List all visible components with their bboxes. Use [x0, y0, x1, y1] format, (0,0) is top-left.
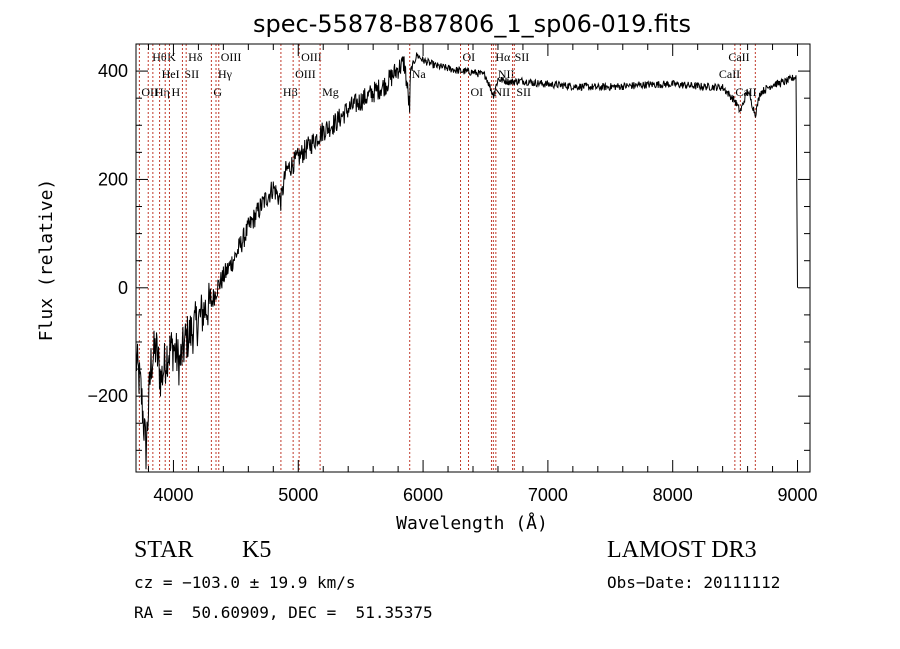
spectral-line-label: OIII [301, 50, 322, 64]
x-tick-label: 4000 [153, 485, 193, 505]
spectrum-series-line [135, 52, 798, 470]
y-tick-label: 200 [98, 169, 128, 189]
spectral-line-label: OIII [221, 50, 242, 64]
spectral-line-label: OII [141, 85, 158, 99]
x-tick-label: 6000 [403, 485, 443, 505]
spectral-line-label: SII [515, 50, 530, 64]
observation-date: Obs−Date: 20111112 [607, 573, 781, 592]
spectral-line-label: Hβ [283, 85, 298, 99]
spectral-line-label: K [167, 50, 176, 64]
spectral-line-label: NII [493, 85, 510, 99]
plot-frame [135, 43, 811, 473]
spectral-line-label: SII [184, 67, 199, 81]
y-tick-label: 400 [98, 61, 128, 81]
spectral-line-label: H [171, 85, 180, 99]
x-tick-label: 5000 [278, 485, 318, 505]
object-subclass: K5 [242, 537, 272, 563]
object-class: STAR [134, 537, 194, 563]
survey-name: LAMOST DR3 [607, 537, 757, 563]
spectral-line-label: OI [471, 85, 484, 99]
ticks-layer: 4000 5000 6000 7000 8000 9000 −200 0 200 400 [87, 44, 818, 505]
spectral-line-label: OIII [295, 67, 316, 81]
coordinates: RA = 50.60909, DEC = 51.35375 [134, 603, 433, 622]
spectral-line-label: Na [412, 67, 427, 81]
spectral-line-label: CaII [719, 67, 740, 81]
x-tick-label: 7000 [528, 485, 568, 505]
series-layer [135, 52, 798, 470]
spectral-line-label: CaII [728, 50, 749, 64]
spectral-line-label: Hη [155, 85, 170, 99]
spectral-lines-layer: HθOIIHηHeIKHSIIHδGOIIIHγHβOIIIOIIIMgNaOI… [138, 44, 757, 472]
chart-title: spec-55878-B87806_1_sp06-019.fits [253, 10, 691, 38]
x-tick-label: 9000 [777, 485, 817, 505]
x-tick-label: 8000 [653, 485, 693, 505]
spectral-line-label: Hα [495, 50, 511, 64]
y-tick-label: 0 [118, 278, 128, 298]
redshift-value: cz = −103.0 ± 19.9 km/s [134, 573, 356, 592]
spectral-line-label: HeI [162, 67, 180, 81]
spectral-line-label: Hδ [188, 50, 203, 64]
y-axis-label: Flux (relative) [36, 179, 57, 342]
spectral-line-label: SII [516, 85, 531, 99]
y-tick-label: −200 [87, 386, 128, 406]
x-axis-label: Wavelength (Å) [396, 512, 548, 534]
spectral-line-label: Hγ [218, 67, 233, 81]
spectral-line-label: CaII [735, 85, 756, 99]
spectral-line-label: Mg [322, 85, 339, 99]
spectral-line-label: G [213, 85, 222, 99]
